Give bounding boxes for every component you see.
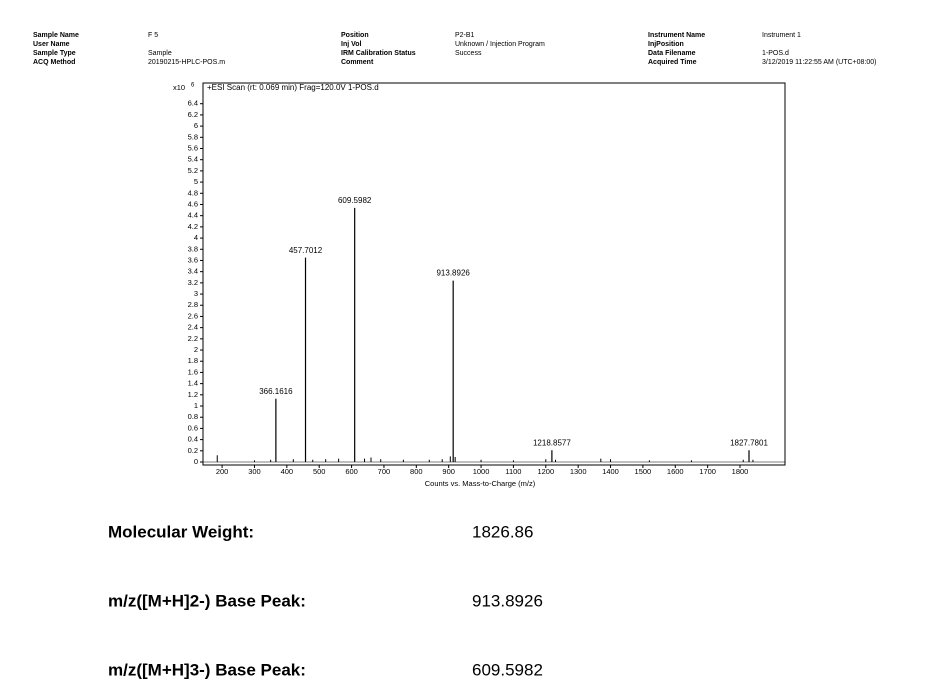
field-value: Success <box>455 50 482 57</box>
y-tick-label: 5.8 <box>188 132 198 141</box>
peak-label: 366.1616 <box>259 387 293 396</box>
y-multiplier-exponent: 6 <box>191 83 195 89</box>
y-tick-label: 5.2 <box>188 166 198 175</box>
y-tick-label: 5.6 <box>188 143 198 152</box>
x-tick-label: 1700 <box>699 467 716 476</box>
y-multiplier-base: x10 <box>173 83 185 92</box>
y-tick-label: 4.4 <box>188 211 198 220</box>
x-tick-label: 300 <box>248 467 261 476</box>
field-label: Position <box>341 32 369 39</box>
y-tick-label: 2 <box>194 345 198 354</box>
x-tick-label: 700 <box>378 467 391 476</box>
field-value: 3/12/2019 11:22:55 AM (UTC+08:00) <box>762 59 876 66</box>
y-tick-label: 6.2 <box>188 110 198 119</box>
y-tick-label: 0 <box>194 457 198 466</box>
y-tick-label: 6 <box>194 121 198 130</box>
y-tick-label: 1 <box>194 401 198 410</box>
x-tick-label: 1100 <box>505 467 521 476</box>
plot-frame <box>202 82 786 466</box>
x-tick-label: 500 <box>313 467 326 476</box>
x-tick-label: 900 <box>442 467 455 476</box>
x-tick-label: 200 <box>216 467 229 476</box>
field-label: Sample Name <box>33 32 79 39</box>
x-tick-label: 800 <box>410 467 423 476</box>
y-tick-label: 2.6 <box>188 311 198 320</box>
x-axis-title: Counts vs. Mass-to-Charge (m/z) <box>425 479 536 488</box>
y-tick-label: 1.4 <box>188 379 198 388</box>
x-tick-label: 1300 <box>570 467 587 476</box>
field-label: User Name <box>33 41 70 48</box>
result-value: 609.5982 <box>472 660 543 679</box>
result-value: 1826.86 <box>472 522 533 541</box>
y-tick-label: 4.8 <box>188 188 198 197</box>
y-tick-label: 0.8 <box>188 412 198 421</box>
y-tick-label: 3.4 <box>188 267 198 276</box>
y-tick-label: 4 <box>194 233 198 242</box>
field-value: F 5 <box>148 32 158 39</box>
x-tick-label: 1000 <box>473 467 490 476</box>
x-tick-label: 1200 <box>537 467 554 476</box>
result-label: m/z([M+H]3-) Base Peak: <box>108 660 306 679</box>
y-tick-label: 0.2 <box>188 446 198 455</box>
plot-title: +ESI Scan (rt: 0.069 min) Frag=120.0V 1-… <box>207 83 379 92</box>
field-label: Sample Type <box>33 50 76 57</box>
y-tick-label: 4.2 <box>188 222 198 231</box>
y-tick-label: 5.4 <box>188 155 198 164</box>
y-tick-label: 2.4 <box>188 323 198 332</box>
x-tick-label: 1500 <box>635 467 652 476</box>
y-tick-label: 3 <box>194 289 198 298</box>
result-label: m/z([M+H]2-) Base Peak: <box>108 591 306 610</box>
result-value: 913.8926 <box>472 591 543 610</box>
field-value: Instrument 1 <box>762 32 801 39</box>
field-label: Inj Vol <box>341 41 362 48</box>
y-tick-label: 3.6 <box>188 255 198 264</box>
x-tick-label: 1800 <box>732 467 749 476</box>
y-tick-label: 6.4 <box>188 99 198 108</box>
x-tick-label: 600 <box>345 467 358 476</box>
y-tick-label: 5 <box>194 177 198 186</box>
peak-label: 1218.8577 <box>533 438 571 447</box>
peak-label: 1827.7801 <box>730 438 768 447</box>
field-label: InjPosition <box>648 41 684 48</box>
y-tick-label: 0.6 <box>188 423 198 432</box>
peak-label: 609.5982 <box>338 196 372 205</box>
y-tick-label: 2.2 <box>188 334 198 343</box>
field-value: P2-B1 <box>455 32 475 39</box>
field-value: Unknown / Injection Program <box>455 41 545 48</box>
y-tick-label: 4.6 <box>188 199 198 208</box>
x-tick-label: 1600 <box>667 467 684 476</box>
y-tick-label: 1.8 <box>188 356 198 365</box>
y-tick-label: 3.8 <box>188 244 198 253</box>
field-label: Acquired Time <box>648 59 697 66</box>
field-label: Comment <box>341 59 374 66</box>
peak-label: 457.7012 <box>289 246 323 255</box>
y-tick-label: 1.6 <box>188 367 198 376</box>
field-label: IRM Calibration Status <box>341 50 416 57</box>
y-tick-label: 0.4 <box>188 435 198 444</box>
y-tick-label: 1.2 <box>188 390 198 399</box>
field-label: Data Filename <box>648 50 696 57</box>
field-label: ACQ Method <box>33 59 75 66</box>
y-tick-label: 3.2 <box>188 278 198 287</box>
field-value: 20190215-HPLC-POS.m <box>148 59 225 66</box>
peak-label: 913.8926 <box>436 269 470 278</box>
field-label: Instrument Name <box>648 32 705 39</box>
x-tick-label: 400 <box>281 467 294 476</box>
result-label: Molecular Weight: <box>108 522 254 541</box>
x-tick-label: 1400 <box>602 467 619 476</box>
y-tick-label: 2.8 <box>188 300 198 309</box>
field-value: Sample <box>148 50 172 57</box>
field-value: 1-POS.d <box>762 50 789 57</box>
